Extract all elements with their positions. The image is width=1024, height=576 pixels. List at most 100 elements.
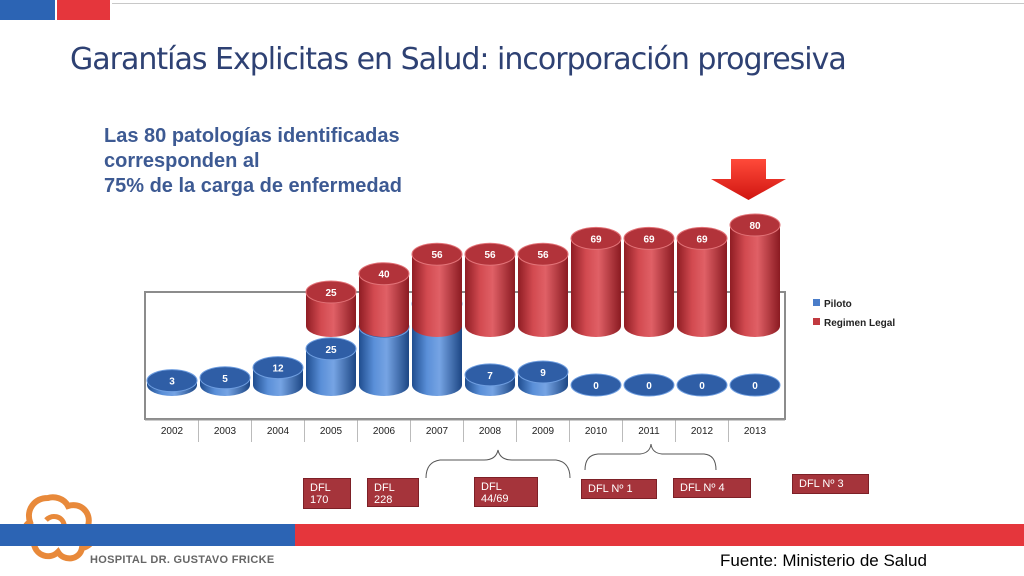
cylinder-top xyxy=(411,242,463,266)
headline-line-2: corresponden al xyxy=(104,150,260,172)
highlight-down-arrow xyxy=(711,159,786,200)
regimen-bar-2006: 40 xyxy=(358,262,410,337)
piloto-bar-2004: 12 xyxy=(252,356,304,396)
decree-dfl-4: DFL Nº 4 xyxy=(673,478,751,498)
cylinder-top xyxy=(146,369,198,393)
regimen-bar-2008: 56 xyxy=(464,242,516,337)
cylinder-body xyxy=(518,254,568,337)
decree-dfl-44-69: DFL 44/69 xyxy=(474,477,538,507)
source-note: Fuente: Ministerio de Salud xyxy=(720,551,927,570)
legend-swatch xyxy=(813,299,820,306)
x-tick-label: 2007 xyxy=(426,426,449,437)
cylinder-body xyxy=(412,254,462,337)
decree-dfl-3: DFL Nº 3 xyxy=(792,474,869,494)
top-bar-red-segment xyxy=(57,0,110,20)
bottom-brand-bar xyxy=(0,524,1024,546)
cylinder-top xyxy=(252,356,304,380)
cylinder-top xyxy=(676,373,728,397)
x-tick-label: 2012 xyxy=(691,426,714,437)
piloto-bar-2013: 0 xyxy=(729,373,781,397)
piloto-bar-2009: 9 xyxy=(517,360,569,396)
data-label: 56 xyxy=(537,250,549,261)
cylinder-body xyxy=(359,273,409,337)
x-tick-label: 2009 xyxy=(532,426,555,437)
regimen-bar-2013: 80 xyxy=(729,213,781,337)
x-tick-label: 2010 xyxy=(585,426,608,437)
headline-line-1: Las 80 patologías identificadas xyxy=(104,125,400,147)
hospital-name: HOSPITAL DR. GUSTAVO FRICKE xyxy=(90,554,275,566)
regimen-legal-series: 25 40 56 56 56 69 69 69 80 xyxy=(305,213,781,337)
piloto-bar-2008: 7 xyxy=(464,363,516,396)
data-label: 80 xyxy=(749,221,761,232)
cylinder-top xyxy=(570,373,622,397)
x-tick-label: 2003 xyxy=(214,426,237,437)
cylinder-body xyxy=(359,327,409,396)
brace-2010-2011 xyxy=(584,443,717,471)
piloto-bar-2002: 3 xyxy=(146,369,198,396)
data-label: 5 xyxy=(222,374,228,385)
x-tick-label: 2013 xyxy=(744,426,767,437)
data-label: 40 xyxy=(378,270,390,281)
bottom-bar-blue-segment xyxy=(0,524,295,546)
legend-label: Piloto xyxy=(824,299,852,310)
data-label: 3 xyxy=(169,377,175,388)
bottom-bar-red-segment xyxy=(295,524,1024,546)
cylinder-body xyxy=(465,254,515,337)
legend-label: Regimen Legal xyxy=(824,318,895,329)
piloto-bar-2012: 0 xyxy=(676,373,728,397)
top-divider-line xyxy=(112,3,1024,4)
data-label: 69 xyxy=(696,234,708,245)
cylinder-top xyxy=(623,373,675,397)
legend-swatch xyxy=(813,318,820,325)
data-label: 69 xyxy=(590,234,602,245)
data-label: 0 xyxy=(646,381,652,392)
data-label: 69 xyxy=(643,234,655,245)
cylinder-top xyxy=(729,213,781,237)
decree-dfl-228: DFL 228 xyxy=(367,478,419,507)
x-tick-label: 2011 xyxy=(638,426,660,437)
legend: Piloto Regimen Legal xyxy=(813,299,895,329)
regimen-bar-2012: 69 xyxy=(676,226,728,337)
regimen-bar-2010: 69 xyxy=(570,226,622,337)
page-title: Garantías Explicitas en Salud: incorpora… xyxy=(70,42,847,77)
cylinder-top xyxy=(464,363,516,387)
decree-dfl-1: DFL Nº 1 xyxy=(581,479,657,499)
cylinder-top xyxy=(305,280,357,304)
cylinder-body xyxy=(306,292,356,337)
piloto-bar-2005: 25 xyxy=(305,337,357,396)
top-brand-bar xyxy=(0,0,1024,20)
cylinder-top xyxy=(623,226,675,250)
data-label: 0 xyxy=(752,381,758,392)
decree-dfl-170: DFL 170 xyxy=(303,478,351,509)
cylinder-top xyxy=(305,337,357,361)
cylinder-top xyxy=(729,373,781,397)
cylinder-top xyxy=(199,366,251,390)
cylinder-body xyxy=(730,225,780,337)
regimen-bar-2005: 25 xyxy=(305,280,357,337)
cylinder-body xyxy=(571,238,621,337)
piloto-bar-2003: 5 xyxy=(199,366,251,396)
data-label: 9 xyxy=(540,368,546,379)
cylinder-top xyxy=(464,242,516,266)
cylinder-top xyxy=(358,262,410,286)
cylinder-top xyxy=(676,226,728,250)
cylinder-top xyxy=(517,242,569,266)
cylinder-top xyxy=(570,226,622,250)
x-axis: 2002 2003 2004 2005 2006 2007 2008 2009 2010 2011… xyxy=(145,419,785,442)
data-label: 7 xyxy=(487,371,493,382)
data-label: 25 xyxy=(325,345,337,356)
x-tick-label: 2006 xyxy=(373,426,396,437)
data-label: 12 xyxy=(272,364,284,375)
data-label: 0 xyxy=(699,381,705,392)
cylinder-top xyxy=(517,360,569,384)
headline-line-3: 75% de la carga de enfermedad xyxy=(104,175,402,197)
cylinder-body xyxy=(677,238,727,337)
headline-text: Las 80 patologías identificadas correspo… xyxy=(104,124,402,199)
piloto-bar-2010: 0 xyxy=(570,373,622,397)
regimen-bar-2011: 69 xyxy=(623,226,675,337)
cylinder-body xyxy=(624,238,674,337)
x-tick-label: 2005 xyxy=(320,426,343,437)
data-label: 56 xyxy=(484,250,496,261)
regimen-bar-2009: 56 xyxy=(517,242,569,337)
